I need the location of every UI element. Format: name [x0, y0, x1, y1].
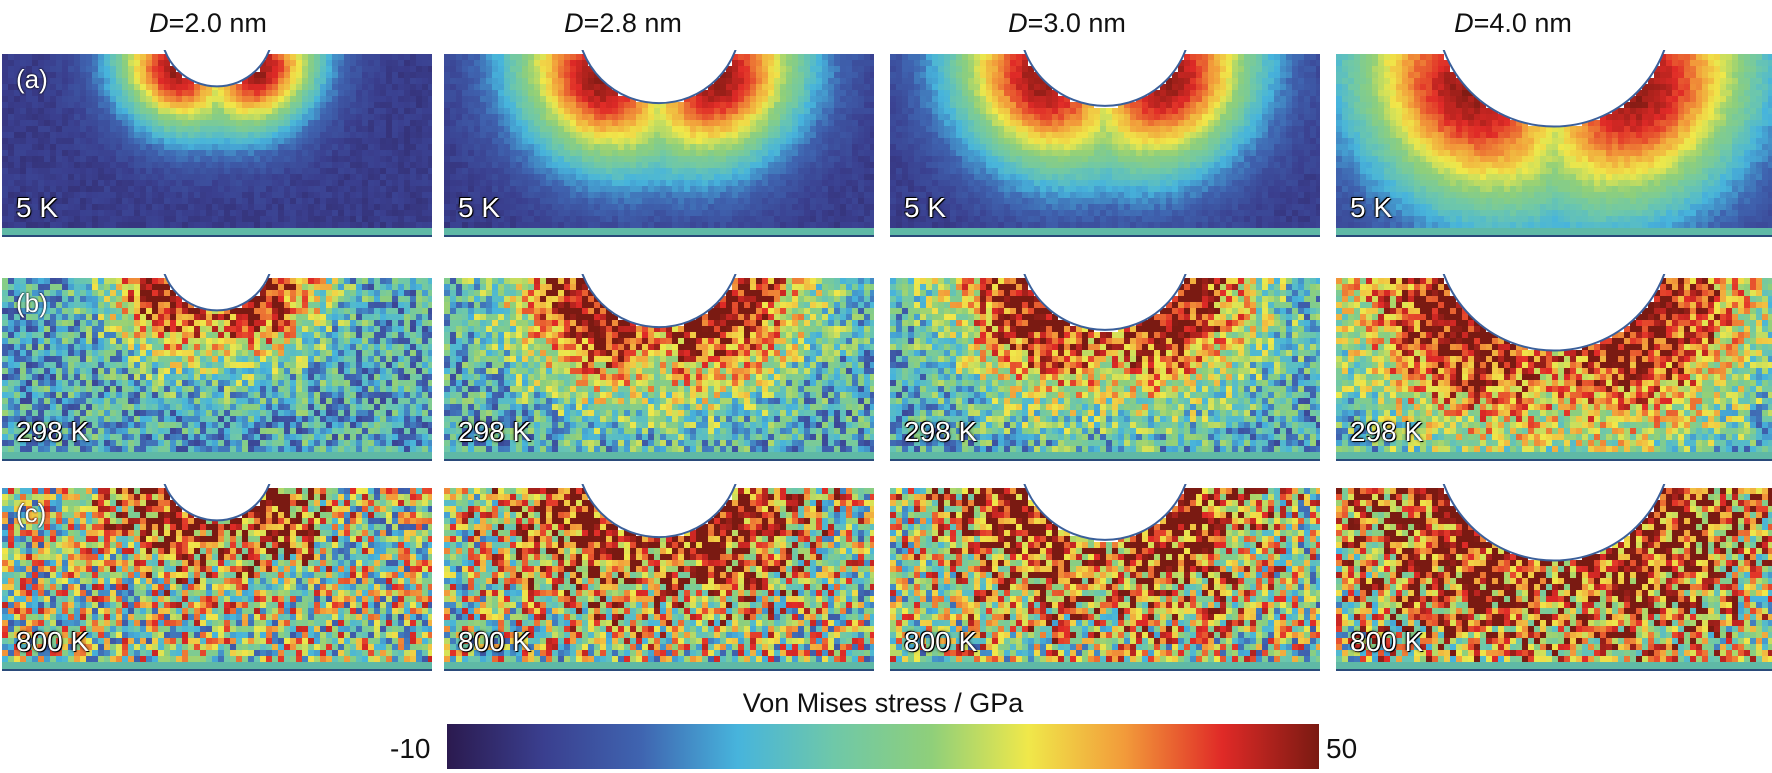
colorbar — [447, 724, 1319, 769]
stress-map — [2, 50, 432, 237]
substrate-layer — [1336, 228, 1772, 236]
stress-map — [1336, 484, 1772, 671]
column-title-2: D=2.8 nm — [428, 8, 818, 39]
stress-panel-b-4: 298 K — [1336, 274, 1772, 462]
indenter-cavity — [1023, 484, 1187, 541]
indenter-cavity — [1442, 274, 1666, 352]
stress-map — [444, 50, 874, 237]
stress-map — [890, 484, 1320, 671]
row-label: (a) — [16, 64, 48, 95]
temperature-label: 800 K — [1350, 626, 1423, 658]
substrate-layer — [890, 452, 1320, 460]
column-title-3: D=3.0 nm — [872, 8, 1262, 39]
column-title-4: D=4.0 nm — [1318, 8, 1708, 39]
temperature-label: 298 K — [1350, 416, 1423, 448]
stress-panel-a-2: 5 K — [444, 50, 874, 238]
colorbar-min-label: -10 — [390, 733, 430, 765]
stress-map — [444, 274, 874, 461]
substrate-layer — [444, 452, 874, 460]
temperature-label: 298 K — [904, 416, 977, 448]
stress-panel-c-2: 800 K — [444, 484, 874, 672]
stress-panel-b-1: (b) 298 K — [2, 274, 432, 462]
substrate-layer — [890, 662, 1320, 670]
indenter-cavity — [581, 50, 737, 105]
stress-panel-b-2: 298 K — [444, 274, 874, 462]
stress-map — [890, 274, 1320, 461]
indenter-cavity — [581, 274, 737, 329]
indenter-cavity — [1023, 50, 1187, 107]
temperature-label: 800 K — [16, 626, 89, 658]
indenter-cavity — [1442, 484, 1666, 562]
substrate-layer — [2, 228, 432, 236]
column-title-1: D=2.0 nm — [13, 8, 403, 39]
stress-map — [2, 274, 432, 461]
indenter-cavity — [1442, 50, 1666, 128]
substrate-layer — [2, 452, 432, 460]
temperature-label: 800 K — [458, 626, 531, 658]
temperature-label: 298 K — [16, 416, 89, 448]
temperature-label: 800 K — [904, 626, 977, 658]
substrate-layer — [1336, 452, 1772, 460]
stress-map — [1336, 274, 1772, 461]
indenter-cavity — [163, 274, 271, 312]
indenter-cavity — [163, 484, 271, 522]
indenter-cavity — [163, 50, 271, 88]
colorbar-max-label: 50 — [1326, 733, 1357, 765]
indenter-cavity — [581, 484, 737, 539]
temperature-label: 5 K — [458, 192, 500, 224]
stress-panel-a-4: 5 K — [1336, 50, 1772, 238]
indenter-cavity — [1023, 274, 1187, 331]
stress-map — [890, 50, 1320, 237]
substrate-layer — [444, 228, 874, 236]
temperature-label: 5 K — [16, 192, 58, 224]
stress-panel-c-3: 800 K — [890, 484, 1320, 672]
stress-map — [444, 484, 874, 671]
temperature-label: 5 K — [1350, 192, 1392, 224]
temperature-label: 298 K — [458, 416, 531, 448]
temperature-label: 5 K — [904, 192, 946, 224]
substrate-layer — [890, 228, 1320, 236]
stress-panel-a-1: (a) 5 K — [2, 50, 432, 238]
stress-panel-c-4: 800 K — [1336, 484, 1772, 672]
substrate-layer — [444, 662, 874, 670]
stress-map — [2, 484, 432, 671]
row-label: (c) — [16, 498, 46, 529]
stress-panel-a-3: 5 K — [890, 50, 1320, 238]
row-label: (b) — [16, 288, 48, 319]
stress-panel-b-3: 298 K — [890, 274, 1320, 462]
stress-map — [1336, 50, 1772, 237]
colorbar-title: Von Mises stress / GPa — [447, 688, 1319, 719]
substrate-layer — [2, 662, 432, 670]
substrate-layer — [1336, 662, 1772, 670]
stress-panel-c-1: (c) 800 K — [2, 484, 432, 672]
